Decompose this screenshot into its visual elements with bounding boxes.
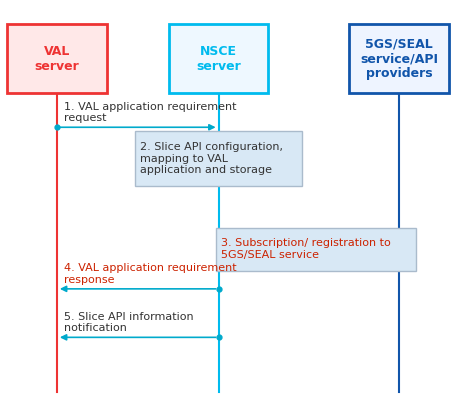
Text: NSCE
server: NSCE server [196,44,241,73]
FancyBboxPatch shape [216,228,416,271]
Text: 4. VAL application requirement
response: 4. VAL application requirement response [64,263,237,285]
Text: 5. Slice API information
notification: 5. Slice API information notification [64,312,194,333]
Text: 5GS/SEAL
service/API
providers: 5GS/SEAL service/API providers [360,37,438,80]
Text: 3. Subscription/ registration to
5GS/SEAL service: 3. Subscription/ registration to 5GS/SEA… [221,238,390,260]
FancyBboxPatch shape [7,24,107,93]
Text: 2. Slice API configuration,
mapping to VAL
application and storage: 2. Slice API configuration, mapping to V… [140,142,283,175]
FancyBboxPatch shape [349,24,449,93]
FancyBboxPatch shape [169,24,268,93]
Text: VAL
server: VAL server [35,44,79,73]
FancyBboxPatch shape [135,131,302,186]
Text: 1. VAL application requirement
request: 1. VAL application requirement request [64,102,237,123]
